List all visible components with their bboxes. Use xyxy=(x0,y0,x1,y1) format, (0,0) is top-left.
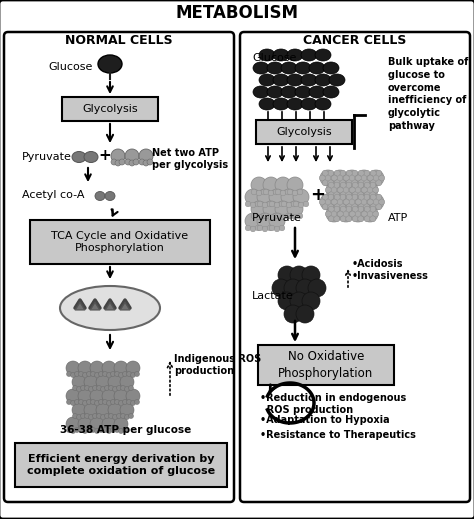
Circle shape xyxy=(287,213,293,219)
Ellipse shape xyxy=(315,49,331,61)
Circle shape xyxy=(281,189,297,205)
Circle shape xyxy=(358,194,364,200)
Circle shape xyxy=(96,375,110,389)
Circle shape xyxy=(91,372,95,376)
Circle shape xyxy=(346,194,352,200)
Ellipse shape xyxy=(253,62,269,74)
Ellipse shape xyxy=(267,86,283,98)
Text: •Acidosis
•Invasiveness: •Acidosis •Invasiveness xyxy=(352,258,429,281)
Circle shape xyxy=(114,417,128,431)
Text: Lactate: Lactate xyxy=(252,291,294,301)
Circle shape xyxy=(296,279,314,297)
Circle shape xyxy=(325,187,331,193)
Ellipse shape xyxy=(105,192,115,200)
Circle shape xyxy=(368,194,384,210)
Circle shape xyxy=(268,190,274,196)
Text: 36-38 ATP per glucose: 36-38 ATP per glucose xyxy=(60,425,191,435)
Circle shape xyxy=(320,194,336,210)
Text: Pyruvate: Pyruvate xyxy=(22,152,72,162)
Circle shape xyxy=(352,170,358,176)
Circle shape xyxy=(364,206,370,212)
Circle shape xyxy=(108,375,122,389)
Circle shape xyxy=(340,180,346,186)
Polygon shape xyxy=(75,302,85,310)
Circle shape xyxy=(84,375,98,389)
Circle shape xyxy=(356,175,361,181)
Circle shape xyxy=(262,202,268,208)
Circle shape xyxy=(370,182,376,188)
Circle shape xyxy=(287,189,293,195)
Circle shape xyxy=(376,204,382,210)
Circle shape xyxy=(337,211,343,217)
Circle shape xyxy=(352,180,358,186)
Circle shape xyxy=(128,414,134,418)
Circle shape xyxy=(261,213,267,219)
Circle shape xyxy=(135,372,139,376)
Circle shape xyxy=(340,192,346,198)
Circle shape xyxy=(86,400,91,404)
Circle shape xyxy=(126,361,140,375)
Circle shape xyxy=(128,386,134,390)
Circle shape xyxy=(370,170,376,176)
Circle shape xyxy=(337,211,343,217)
Circle shape xyxy=(322,194,328,200)
Circle shape xyxy=(376,194,382,200)
Circle shape xyxy=(286,202,292,208)
Circle shape xyxy=(356,199,361,205)
Circle shape xyxy=(272,279,290,297)
Ellipse shape xyxy=(95,192,105,200)
Circle shape xyxy=(358,206,364,212)
Circle shape xyxy=(302,266,320,284)
Circle shape xyxy=(296,305,314,323)
Ellipse shape xyxy=(273,74,289,86)
Circle shape xyxy=(346,216,352,222)
Circle shape xyxy=(328,170,334,176)
Circle shape xyxy=(97,386,101,390)
FancyBboxPatch shape xyxy=(62,97,158,121)
Circle shape xyxy=(340,182,346,188)
Ellipse shape xyxy=(301,49,317,61)
Circle shape xyxy=(74,372,80,376)
Circle shape xyxy=(269,213,285,229)
Circle shape xyxy=(290,266,308,284)
Circle shape xyxy=(370,204,376,210)
Circle shape xyxy=(366,199,373,205)
Circle shape xyxy=(285,213,291,219)
Ellipse shape xyxy=(267,62,283,74)
Circle shape xyxy=(356,170,372,186)
Circle shape xyxy=(90,361,104,375)
Ellipse shape xyxy=(60,286,160,330)
Circle shape xyxy=(376,170,382,176)
Ellipse shape xyxy=(295,62,311,74)
Ellipse shape xyxy=(259,98,275,110)
Circle shape xyxy=(352,204,358,210)
Circle shape xyxy=(364,204,370,210)
Circle shape xyxy=(290,292,308,310)
Circle shape xyxy=(251,177,267,193)
Circle shape xyxy=(319,199,325,205)
Ellipse shape xyxy=(259,49,275,61)
Circle shape xyxy=(343,199,349,205)
Circle shape xyxy=(104,414,109,418)
Circle shape xyxy=(109,386,113,390)
Circle shape xyxy=(362,182,378,198)
Circle shape xyxy=(368,170,384,186)
Circle shape xyxy=(328,194,334,200)
Circle shape xyxy=(115,160,121,166)
Circle shape xyxy=(373,211,379,217)
Circle shape xyxy=(110,372,116,376)
Circle shape xyxy=(92,386,98,390)
Circle shape xyxy=(355,199,361,205)
Circle shape xyxy=(139,149,153,163)
Circle shape xyxy=(275,177,291,193)
Circle shape xyxy=(361,187,366,193)
Circle shape xyxy=(107,373,111,377)
Circle shape xyxy=(278,266,296,284)
Circle shape xyxy=(292,214,298,220)
Circle shape xyxy=(349,211,356,217)
Ellipse shape xyxy=(301,98,317,110)
Circle shape xyxy=(328,180,334,186)
Circle shape xyxy=(263,177,279,193)
Text: Pyruvate: Pyruvate xyxy=(252,213,302,223)
